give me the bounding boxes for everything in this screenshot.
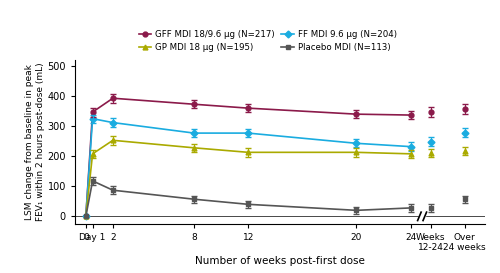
Legend: GFF MDI 18/9.6 μg (N=217), GP MDI 18 μg (N=195), FF MDI 9.6 μg (N=204), Placebo : GFF MDI 18/9.6 μg (N=217), GP MDI 18 μg … (138, 30, 397, 52)
X-axis label: Number of weeks post-first dose: Number of weeks post-first dose (195, 256, 365, 266)
Y-axis label: LSM change from baseline in peak
FEV₁ within 2 hours post-dose (mL): LSM change from baseline in peak FEV₁ wi… (26, 63, 44, 221)
Bar (418, 60, 426, 224)
